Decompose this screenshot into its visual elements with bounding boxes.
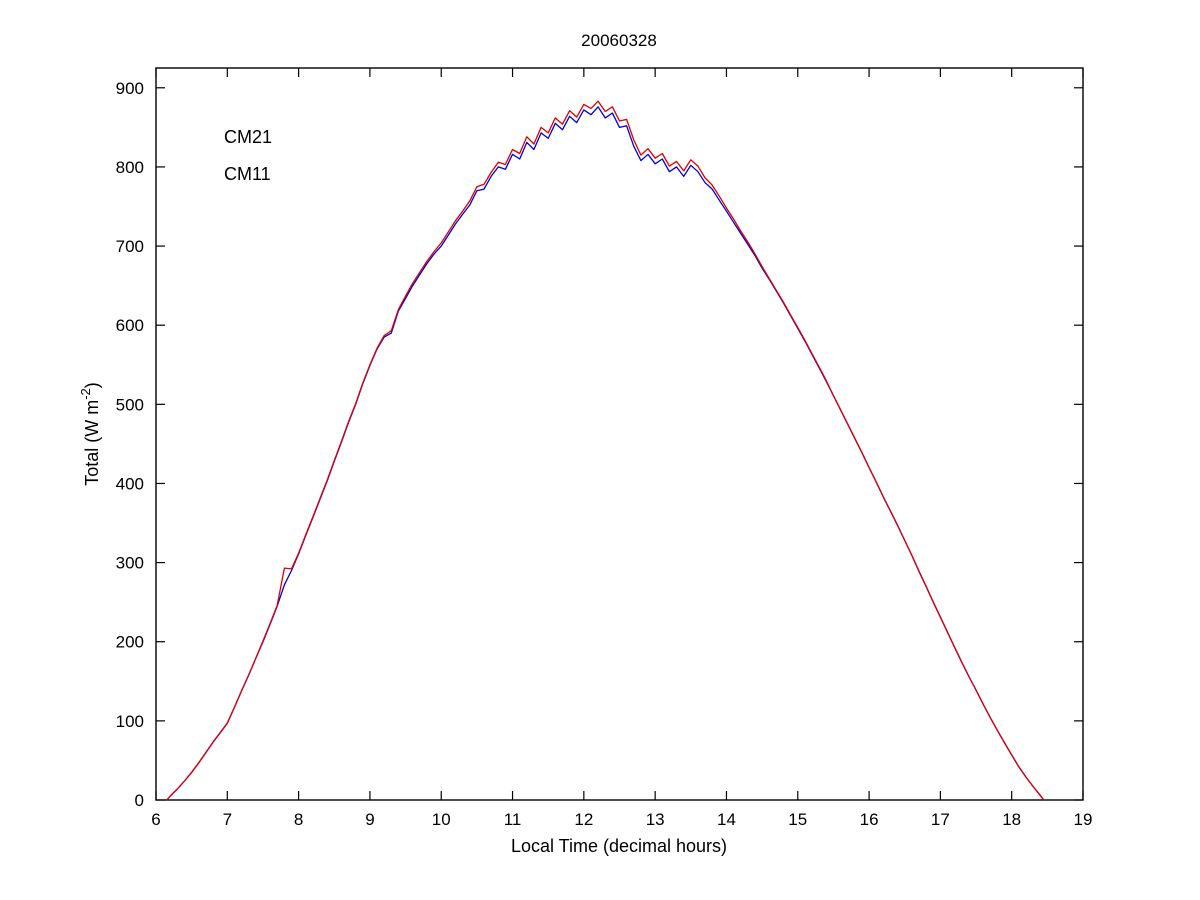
legend-entry-cm11: CM11 [224, 164, 271, 184]
legend-entry-cm21: CM21 [224, 127, 272, 147]
y-axis-label-superscript: -2 [78, 388, 93, 400]
x-tick-label: 15 [788, 810, 807, 829]
x-tick-label: 10 [432, 810, 451, 829]
y-tick-label: 100 [116, 712, 144, 731]
chart-title: 20060328 [581, 31, 657, 50]
x-tick-label: 16 [860, 810, 879, 829]
series-line-cm21 [166, 106, 1045, 801]
x-axis-label: Local Time (decimal hours) [511, 836, 727, 856]
y-tick-label: 600 [116, 316, 144, 335]
x-tick-label: 18 [1002, 810, 1021, 829]
x-tick-label: 7 [223, 810, 232, 829]
y-tick-label: 800 [116, 158, 144, 177]
y-tick-label: 200 [116, 633, 144, 652]
y-tick-label: 700 [116, 237, 144, 256]
x-tick-label: 13 [646, 810, 665, 829]
x-tick-label: 6 [151, 810, 160, 829]
x-tick-label: 14 [717, 810, 736, 829]
x-tick-label: 11 [504, 810, 522, 829]
x-tick-label: 17 [931, 810, 950, 829]
y-tick-label: 500 [116, 395, 144, 414]
y-axis-label-main: Total (W m [82, 400, 102, 486]
axes-box [155, 67, 1084, 801]
y-axis-label: Total (W m-2) [78, 382, 102, 486]
series-line-cm11 [166, 100, 1045, 801]
x-tick-label: 12 [574, 810, 593, 829]
y-tick-label: 0 [135, 791, 144, 810]
x-tick-label: 19 [1074, 810, 1093, 829]
y-tick-label: 400 [116, 474, 144, 493]
y-tick-label: 900 [116, 79, 144, 98]
y-axis-label-close: ) [82, 382, 102, 388]
x-tick-label: 9 [365, 810, 374, 829]
y-tick-label: 300 [116, 554, 144, 573]
x-tick-label: 8 [294, 810, 303, 829]
